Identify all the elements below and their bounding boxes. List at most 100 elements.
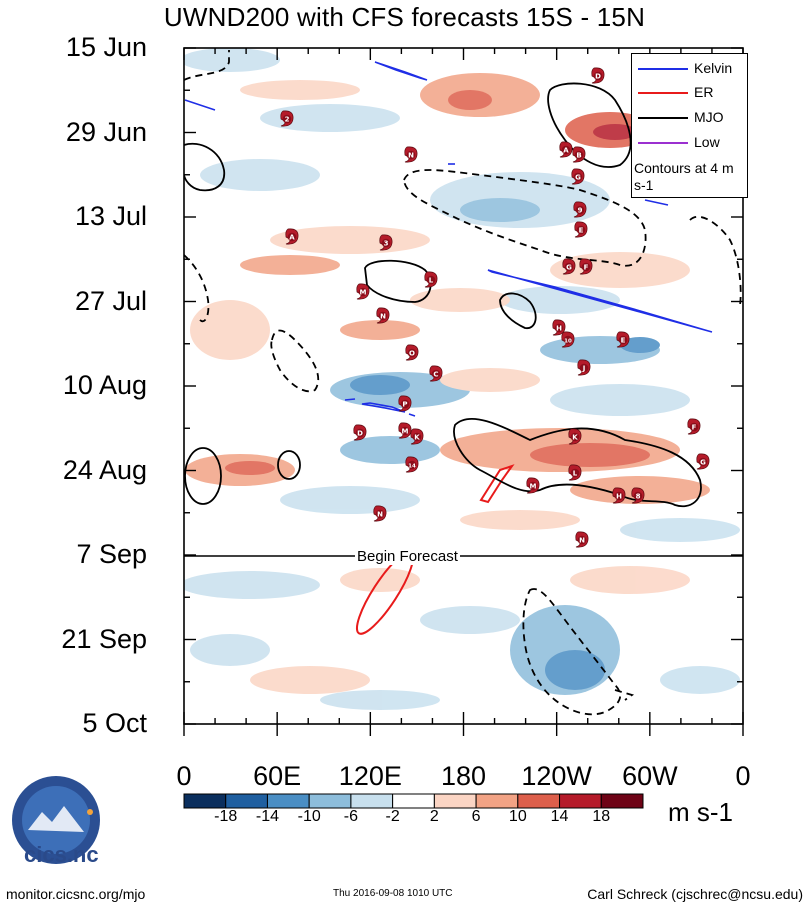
storm-marker: O [405, 344, 419, 361]
footer-url[interactable]: monitor.cicsnc.org/mjo [6, 886, 146, 902]
storm-marker: J [577, 359, 591, 376]
mjo-contours [184, 82, 702, 508]
storm-marker: P [398, 395, 412, 412]
storm-marker-label: K [572, 434, 578, 442]
storm-marker-label: B [576, 152, 581, 160]
chart-title: UWND200 with CFS forecasts 15S - 15N [163, 2, 646, 32]
storm-marker-label: 10 [564, 339, 572, 345]
legend-swatch-low [638, 142, 688, 144]
storm-marker-label: P [402, 401, 407, 409]
y-tick-label: 15 Jun [65, 32, 147, 62]
colorbar-tick-label: -2 [385, 808, 400, 825]
storm-marker: C [429, 365, 443, 382]
storm-marker: E [574, 221, 588, 238]
storm-marker-label: L [573, 470, 578, 478]
storm-marker: K [568, 428, 582, 445]
colorbar-tick-label: -6 [343, 808, 359, 825]
y-tick-label: 27 Jul [74, 285, 147, 316]
x-tick-label: 0 [735, 761, 751, 791]
storm-marker: N [376, 307, 390, 324]
legend-swatch-kelvin [638, 68, 688, 70]
footer-timestamp: Thu 2016-09-08 1010 UTC [333, 888, 453, 899]
storm-marker-label: J [582, 365, 586, 373]
legend-swatch-er [638, 92, 688, 94]
storm-marker: A [559, 141, 573, 158]
x-tick-label: 60W [622, 761, 678, 791]
y-tick-label: 7 Sep [76, 539, 147, 569]
storm-marker: H [552, 319, 566, 336]
storm-marker: 10 [561, 331, 575, 348]
storm-marker-label: N [377, 511, 383, 519]
storm-marker: D [353, 424, 367, 441]
cics-logo [12, 776, 100, 864]
storm-marker-label: D [357, 430, 363, 438]
colorbar-swatch [225, 793, 268, 809]
storm-marker: A [285, 228, 299, 245]
x-axis-ticks [183, 48, 744, 736]
y-tick-label: 10 Aug [62, 370, 147, 400]
x-tick-label: 180 [440, 761, 487, 791]
storm-marker: M [356, 283, 370, 300]
storm-marker-label: E [579, 227, 584, 235]
storm-marker: K [410, 428, 424, 445]
storm-marker-label: G [700, 459, 706, 467]
storm-marker: B [572, 146, 586, 163]
y-axis-ticks [184, 47, 743, 725]
storm-marker-label: L [429, 277, 434, 285]
storm-marker-label: C [433, 371, 438, 379]
y-tick-label: 21 Sep [61, 623, 147, 654]
storm-marker: M [398, 422, 412, 439]
storm-marker-label: G [566, 264, 572, 272]
legend-item-low: Low [636, 134, 746, 152]
storm-marker: M [526, 477, 540, 494]
colorbar-units: m s-1 [668, 797, 733, 827]
storm-marker: L [424, 271, 438, 288]
colorbar-swatch [266, 793, 310, 809]
colorbar-tick-label: 18 [592, 808, 611, 825]
storm-marker: D [591, 67, 605, 84]
storm-marker-label: D [595, 73, 601, 81]
colorbar-swatch [517, 793, 561, 809]
colorbar-tick-label: 10 [508, 808, 527, 825]
storm-marker-label: G [575, 174, 581, 182]
colorbar-swatch [350, 793, 394, 809]
storm-marker-label: O [409, 350, 415, 358]
storm-marker-label: N [380, 313, 386, 321]
x-tick-label: 120W [521, 761, 592, 791]
storm-marker: G [696, 453, 710, 470]
legend: Kelvin ER MJO Low Contours at 4 m s-1 [631, 53, 748, 198]
legend-item-er: ER [636, 84, 746, 102]
storm-marker-label: M [530, 483, 537, 491]
storm-marker: 3 [379, 234, 393, 251]
storm-marker-label: 2 [285, 116, 290, 124]
begin-forecast-label: Begin Forecast [355, 548, 460, 565]
storm-marker: 2 [280, 110, 294, 127]
storm-marker-label: F [584, 264, 589, 272]
storm-marker-label: M [402, 428, 409, 436]
y-tick-label: 29 Jun [65, 116, 147, 147]
storm-marker-label: H [556, 325, 562, 333]
colorbar-tick-label: 14 [550, 808, 569, 825]
storm-marker-label: 14 [408, 464, 416, 470]
storm-marker-label: F [692, 424, 697, 432]
storm-marker-label: 9 [578, 207, 583, 215]
kelvin-contours [184, 61, 713, 417]
storm-marker-label: 8 [636, 493, 641, 501]
storm-marker: N [575, 531, 589, 548]
legend-swatch-mjo [638, 117, 688, 119]
y-tick-label: 13 Jul [74, 201, 147, 231]
storm-marker-label: E [621, 337, 626, 345]
colorbar-tick-label: 2 [429, 808, 439, 825]
storm-marker-label: N [579, 537, 585, 545]
legend-item-mjo: MJO [636, 109, 746, 127]
y-tick-label: 5 Oct [82, 708, 147, 738]
storm-marker-label: N [408, 152, 414, 160]
storm-marker-label: K [414, 434, 420, 442]
colorbar-swatch [559, 793, 602, 809]
storm-marker-label: 3 [384, 240, 389, 248]
colorbar-swatch [433, 793, 477, 809]
colorbar-swatch [183, 793, 227, 809]
x-tick-label: 60E [253, 761, 302, 791]
storm-marker-label: A [563, 147, 569, 155]
